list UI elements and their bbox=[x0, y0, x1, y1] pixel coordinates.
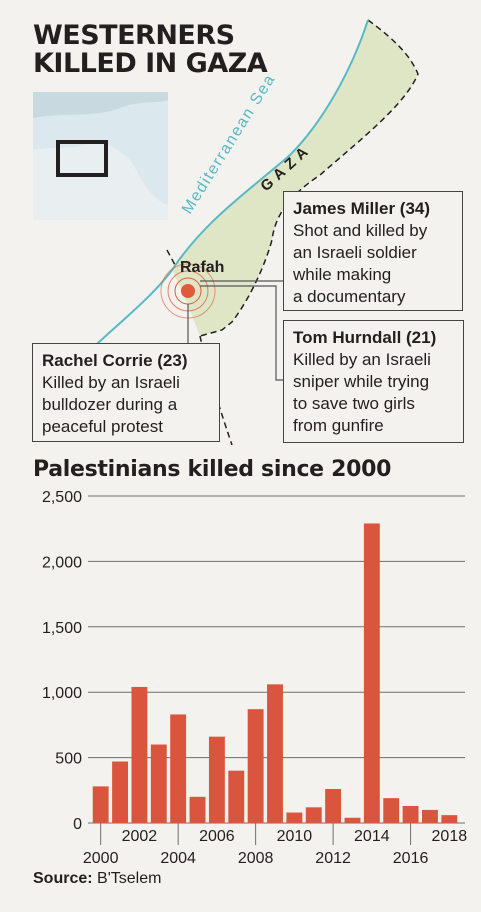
x-tick-label: 2002 bbox=[122, 828, 158, 845]
bar-2012 bbox=[325, 788, 342, 823]
source-label: Source: bbox=[33, 870, 93, 887]
bar-2002 bbox=[131, 686, 148, 823]
bar-2009 bbox=[267, 684, 283, 823]
callout-name: Tom Hurndall (21) bbox=[293, 328, 437, 347]
x-tick-label: 2014 bbox=[354, 828, 390, 845]
x-tick-label: 2006 bbox=[199, 828, 235, 845]
bar-2014 bbox=[363, 523, 380, 823]
callout-rachel-corrie: Rachel Corrie (23) Killed by an Israeli … bbox=[32, 343, 220, 442]
headline: WESTERNERS KILLED IN GAZA bbox=[33, 20, 268, 79]
bar-2001 bbox=[112, 761, 128, 823]
callout-desc-line: Shot and killed by bbox=[293, 221, 428, 240]
inset-map bbox=[33, 92, 168, 220]
headline-line-2: KILLED IN GAZA bbox=[33, 48, 268, 79]
chart-x-axis: 2000 2004 2008 2012 2016 2002 2006 2010 2014 2018 bbox=[83, 823, 467, 867]
chart-title: Palestinians killed since 2000 bbox=[33, 457, 392, 482]
callout-desc-line: peaceful protest bbox=[42, 417, 163, 436]
y-tick-label: 1,000 bbox=[42, 685, 82, 702]
bar-2015 bbox=[383, 798, 400, 823]
headline-line-1: WESTERNERS bbox=[33, 20, 235, 51]
bar-2011 bbox=[305, 807, 322, 823]
x-tick-label: 2000 bbox=[83, 850, 119, 867]
x-tick-label: 2008 bbox=[238, 850, 274, 867]
y-tick-label: 500 bbox=[55, 751, 82, 768]
callout-name: James Miller (34) bbox=[293, 199, 431, 218]
x-tick-label: 2012 bbox=[315, 850, 351, 867]
bar-2016 bbox=[402, 805, 419, 823]
callout-desc-line: Killed by an Israeli bbox=[42, 373, 180, 392]
y-tick-label: 2,500 bbox=[42, 489, 82, 506]
x-tick-label: 2016 bbox=[393, 850, 429, 867]
callout-james-miller: James Miller (34) Shot and killed by an … bbox=[283, 191, 463, 311]
source-value: B'Tselem bbox=[97, 870, 162, 887]
bar-2018 bbox=[441, 815, 458, 823]
source-note: Source: B'Tselem bbox=[33, 870, 161, 888]
bar-2000 bbox=[92, 786, 109, 823]
bar-2006 bbox=[208, 736, 225, 823]
bar-2003 bbox=[150, 744, 167, 823]
callout-name: Rachel Corrie (23) bbox=[42, 351, 188, 370]
callout-desc-line: sniper while trying bbox=[293, 372, 430, 391]
x-tick-label: 2004 bbox=[160, 850, 196, 867]
callout-tom-hurndall: Tom Hurndall (21) Killed by an Israeli s… bbox=[283, 320, 464, 443]
callout-desc-line: to save two girls bbox=[293, 394, 415, 413]
bar-2005 bbox=[189, 796, 206, 823]
x-tick-label: 2018 bbox=[432, 828, 468, 845]
bar-2017 bbox=[422, 809, 438, 823]
callout-desc-line: an Israeli soldier bbox=[293, 243, 417, 262]
x-tick-label: 2010 bbox=[277, 828, 313, 845]
bar-2010 bbox=[286, 812, 303, 823]
chart-bars bbox=[92, 523, 458, 823]
callout-desc-line: bulldozer during a bbox=[42, 395, 178, 414]
callout-desc-line: a documentary bbox=[293, 287, 406, 306]
gaza-map: Mediterranean Sea GAZA Rafah bbox=[32, 19, 419, 445]
callout-desc-line: from gunfire bbox=[293, 416, 384, 435]
y-tick-label: 1,500 bbox=[42, 620, 82, 637]
inset-highlight bbox=[56, 140, 108, 177]
y-tick-label: 0 bbox=[73, 816, 82, 833]
gaza-strip bbox=[172, 20, 418, 336]
bar-2013 bbox=[344, 817, 361, 823]
callout-desc-line: Killed by an Israeli bbox=[293, 350, 431, 369]
y-tick-label: 2,000 bbox=[42, 554, 82, 571]
rafah-label: Rafah bbox=[180, 259, 224, 276]
bar-2007 bbox=[228, 770, 245, 823]
bar-2008 bbox=[247, 709, 264, 823]
leader-line-hurndall bbox=[200, 285, 283, 381]
callout-desc-line: while making bbox=[293, 265, 392, 284]
bar-2004 bbox=[170, 714, 187, 823]
